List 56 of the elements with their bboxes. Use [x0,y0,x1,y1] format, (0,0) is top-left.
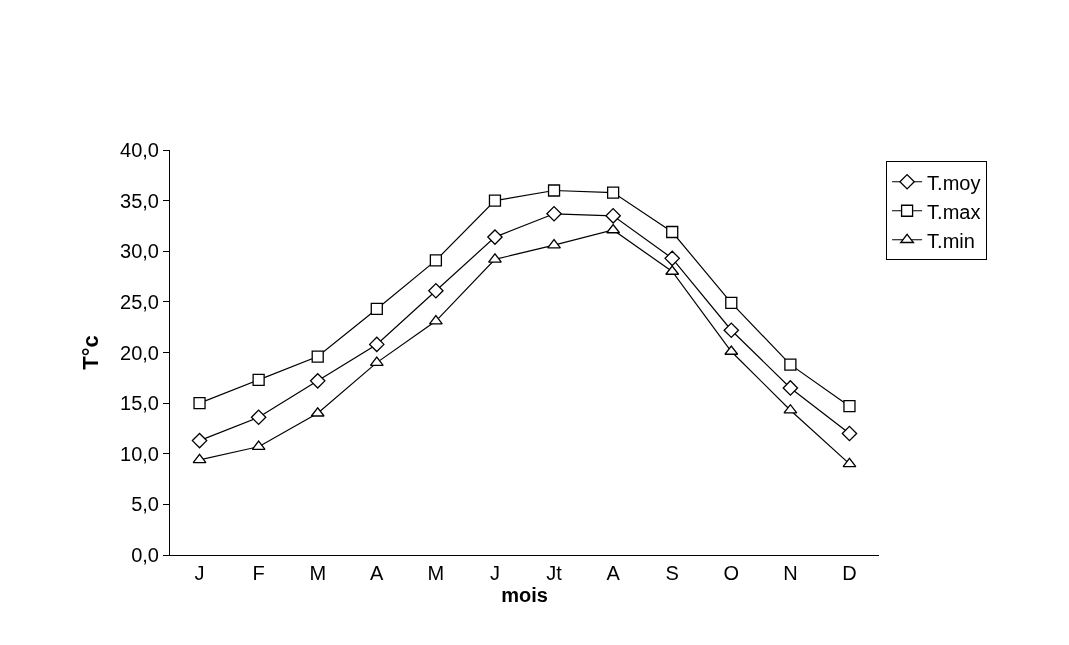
point [428,282,444,299]
point [428,314,443,325]
point [725,296,738,310]
point [547,184,561,197]
x-tick-label: F [252,562,265,584]
point [429,254,443,267]
legend-label: T.max [927,200,981,223]
y-tick-label: 20,0 [120,341,159,364]
x-tick-label: O [723,562,740,584]
point [191,432,208,449]
y-axis-title: T°c [77,335,103,370]
point [487,229,503,245]
y-tick-label: 15,0 [120,392,159,415]
point [250,409,267,426]
point [192,453,207,464]
point [369,356,384,367]
legend-label: T.moy [927,171,981,194]
x-tick-label: A [606,562,621,584]
point [309,373,326,389]
x-tick-label: A [370,562,385,584]
point [368,336,385,353]
point [251,440,266,451]
point [370,302,383,316]
y-tick-label: 35,0 [120,189,159,212]
x-tick-label: J [194,562,205,584]
x-tick-label: S [665,562,679,584]
point [606,223,621,234]
x-tick-label: N [783,562,798,584]
y-tick-label: 25,0 [120,290,159,313]
y-tick-label: 10,0 [120,442,159,465]
point [841,425,858,442]
point [546,205,562,222]
point [664,250,681,267]
legend-label: T.min [927,229,975,252]
point [252,373,265,386]
x-axis-title: mois [501,584,548,606]
point [842,457,857,468]
point [606,186,620,199]
point [488,194,502,207]
x-tick-label: J [489,562,500,584]
x-tick-label: D [842,562,857,584]
point [784,358,797,371]
point [605,208,621,224]
y-tick-label: 30,0 [120,240,159,263]
point [782,380,799,396]
x-tick-label: M [427,562,445,584]
x-tick-label: Jt [546,562,563,584]
point [311,350,324,363]
y-tick-label: 0,0 [131,544,159,566]
point [723,322,740,339]
x-tick-label: M [309,562,327,584]
y-tick-label: 5,0 [131,493,159,516]
point [843,400,856,413]
y-tick-label: 40,0 [120,139,159,161]
point [666,225,679,239]
point [193,396,206,410]
